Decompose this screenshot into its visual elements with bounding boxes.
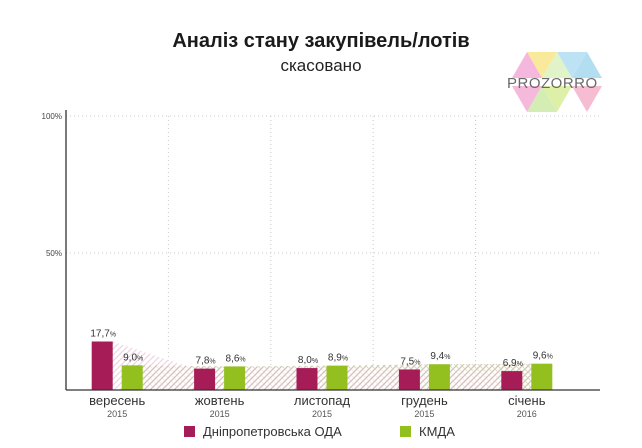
legend-item-dnipro: Дніпропетровська ОДА <box>184 424 342 439</box>
legend-swatch-kmda <box>400 426 411 437</box>
x-tick-year: 2015 <box>414 409 434 419</box>
bar-dnipro <box>398 369 420 390</box>
data-label: 9,6% <box>533 351 553 362</box>
bar-kmda <box>224 366 246 390</box>
legend-swatch-dnipro <box>184 426 195 437</box>
data-label: 8,9% <box>328 353 348 364</box>
bar-kmda <box>121 365 143 390</box>
bars <box>91 341 553 390</box>
axes: 100%50%вересень2015жовтень2015листопад20… <box>42 110 600 419</box>
x-tick-year: 2015 <box>312 409 332 419</box>
x-tick-label: січень <box>508 393 546 408</box>
bar-dnipro <box>194 368 216 390</box>
bar-dnipro <box>296 368 318 390</box>
data-labels: 17,7% 7,8% 8,0% 7,5% 6,9% 9,0% 8,6% 8,9% 9,4% 9,6… <box>90 329 553 370</box>
x-tick-year: 2015 <box>210 409 230 419</box>
legend-item-kmda: КМДА <box>400 424 455 439</box>
y-tick-label: 100% <box>42 112 62 121</box>
data-label: 9,0% <box>123 352 143 363</box>
x-tick-label: грудень <box>401 393 448 408</box>
x-tick-label: листопад <box>294 393 351 408</box>
grid-lines <box>66 115 600 390</box>
data-label: 8,6% <box>226 353 246 364</box>
bar-dnipro <box>501 371 523 390</box>
legend-label-dnipro: Дніпропетровська ОДА <box>203 424 342 439</box>
prozorro-logo-text: PROZORRO <box>507 75 598 92</box>
data-label: 8,0% <box>298 355 318 366</box>
x-tick-label: жовтень <box>195 393 245 408</box>
bar-kmda <box>326 365 348 390</box>
x-tick-label: вересень <box>89 393 145 408</box>
bar-kmda <box>428 364 450 390</box>
data-label: 17,7% <box>90 329 116 340</box>
bar-kmda <box>531 363 553 390</box>
series-areas <box>91 341 553 390</box>
bar-dnipro <box>91 341 113 390</box>
chart-title: Аналіз стану закупівель/лотів <box>172 30 470 52</box>
prozorro-logo-mark <box>512 52 602 112</box>
x-tick-year: 2016 <box>517 409 537 419</box>
data-label: 7,5% <box>400 356 420 367</box>
prozorro-logo: PROZORRO <box>507 52 602 112</box>
chart-subtitle: скасовано <box>280 56 362 75</box>
data-label: 7,8% <box>196 356 216 367</box>
data-label: 9,4% <box>430 351 450 362</box>
data-label: 6,9% <box>503 358 523 369</box>
legend-label-kmda: КМДА <box>419 424 455 439</box>
x-tick-year: 2015 <box>107 409 127 419</box>
y-tick-label: 50% <box>46 249 62 258</box>
